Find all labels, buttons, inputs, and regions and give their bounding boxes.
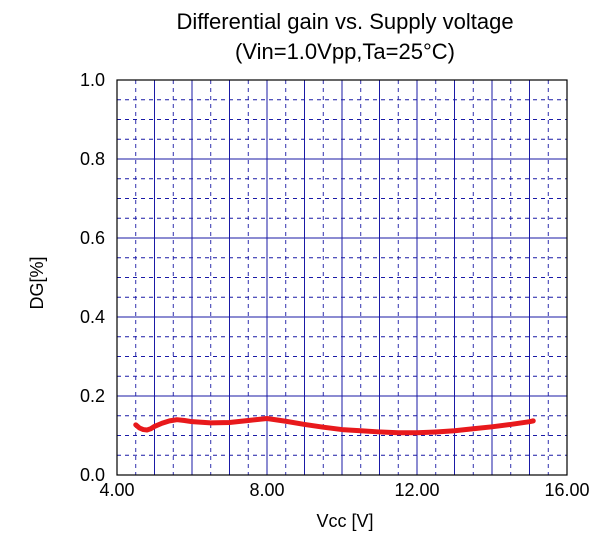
y-axis-label: DG[%] — [27, 256, 47, 309]
x-tick-label: 8.00 — [249, 480, 284, 500]
series-layer — [133, 416, 536, 436]
y-tick-label: 0.8 — [80, 149, 105, 169]
x-tick-label: 12.00 — [394, 480, 439, 500]
y-tick-label: 1.0 — [80, 70, 105, 90]
y-tick-label: 0.0 — [80, 465, 105, 485]
x-tick-label: 4.00 — [99, 480, 134, 500]
y-tick-label: 0.4 — [80, 307, 105, 327]
grid — [117, 80, 567, 475]
y-tick-label: 0.2 — [80, 386, 105, 406]
chart-subtitle: (Vin=1.0Vpp,Ta=25°C) — [235, 39, 455, 64]
x-tick-label: 16.00 — [544, 480, 589, 500]
series-line — [133, 416, 536, 436]
chart-title: Differential gain vs. Supply voltage — [176, 9, 513, 34]
plot-frame — [116, 79, 568, 476]
y-tick-label: 0.6 — [80, 228, 105, 248]
x-axis-label: Vcc [V] — [316, 511, 373, 531]
tick-labels: 4.00 8.00 12.00 16.00 0.0 0.2 0.4 0.6 0.8 1.0 — [80, 70, 590, 500]
